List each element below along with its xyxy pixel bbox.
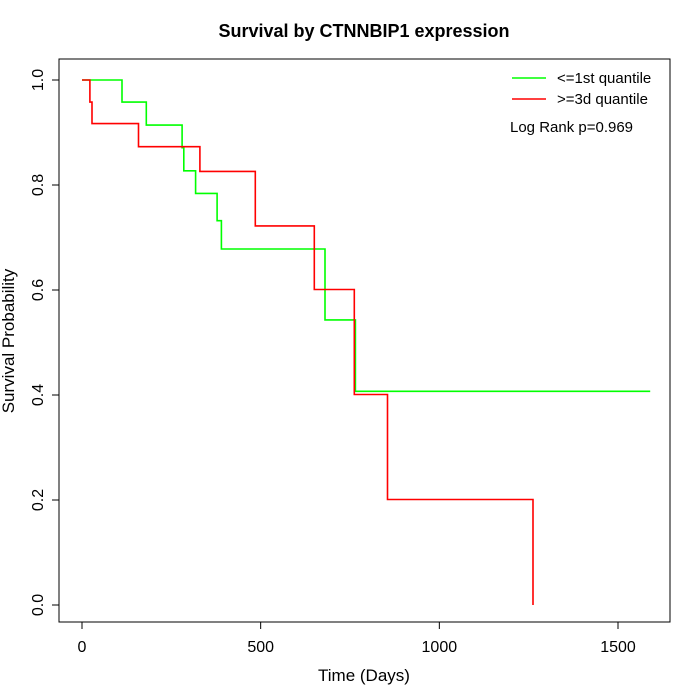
y-tick-label: 0.8 [30, 174, 47, 196]
survival-curves [82, 79, 651, 605]
log-rank-annotation: Log Rank p=0.969 [510, 119, 633, 136]
legend-label: <=1st quantile [557, 70, 651, 87]
y-tick-label: 0.0 [30, 594, 47, 616]
chart-title: Survival by CTNNBIP1 expression [218, 21, 509, 41]
x-tick-label: 500 [247, 639, 274, 656]
x-tick-label: 1000 [422, 639, 458, 656]
series-line-2 [82, 79, 534, 605]
y-tick-label: 0.2 [30, 489, 47, 511]
y-axis: 0.0 0.2 0.4 0.6 0.8 1.0 [30, 69, 60, 616]
x-tick-label: 1500 [600, 639, 636, 656]
plot-frame [58, 58, 671, 623]
y-tick-label: 1.0 [30, 69, 47, 91]
x-tick-label: 0 [78, 639, 87, 656]
legend-label: >=3d quantile [557, 91, 648, 108]
y-tick-label: 0.4 [30, 384, 47, 406]
legend: <=1st quantile >=3d quantile [512, 70, 651, 108]
y-tick-label: 0.6 [30, 279, 47, 301]
series-line-1 [82, 79, 651, 393]
y-axis-label: Survival Probability [0, 268, 18, 413]
x-axis: 0 500 1000 1500 [78, 621, 636, 656]
x-axis-label: Time (Days) [318, 666, 410, 685]
